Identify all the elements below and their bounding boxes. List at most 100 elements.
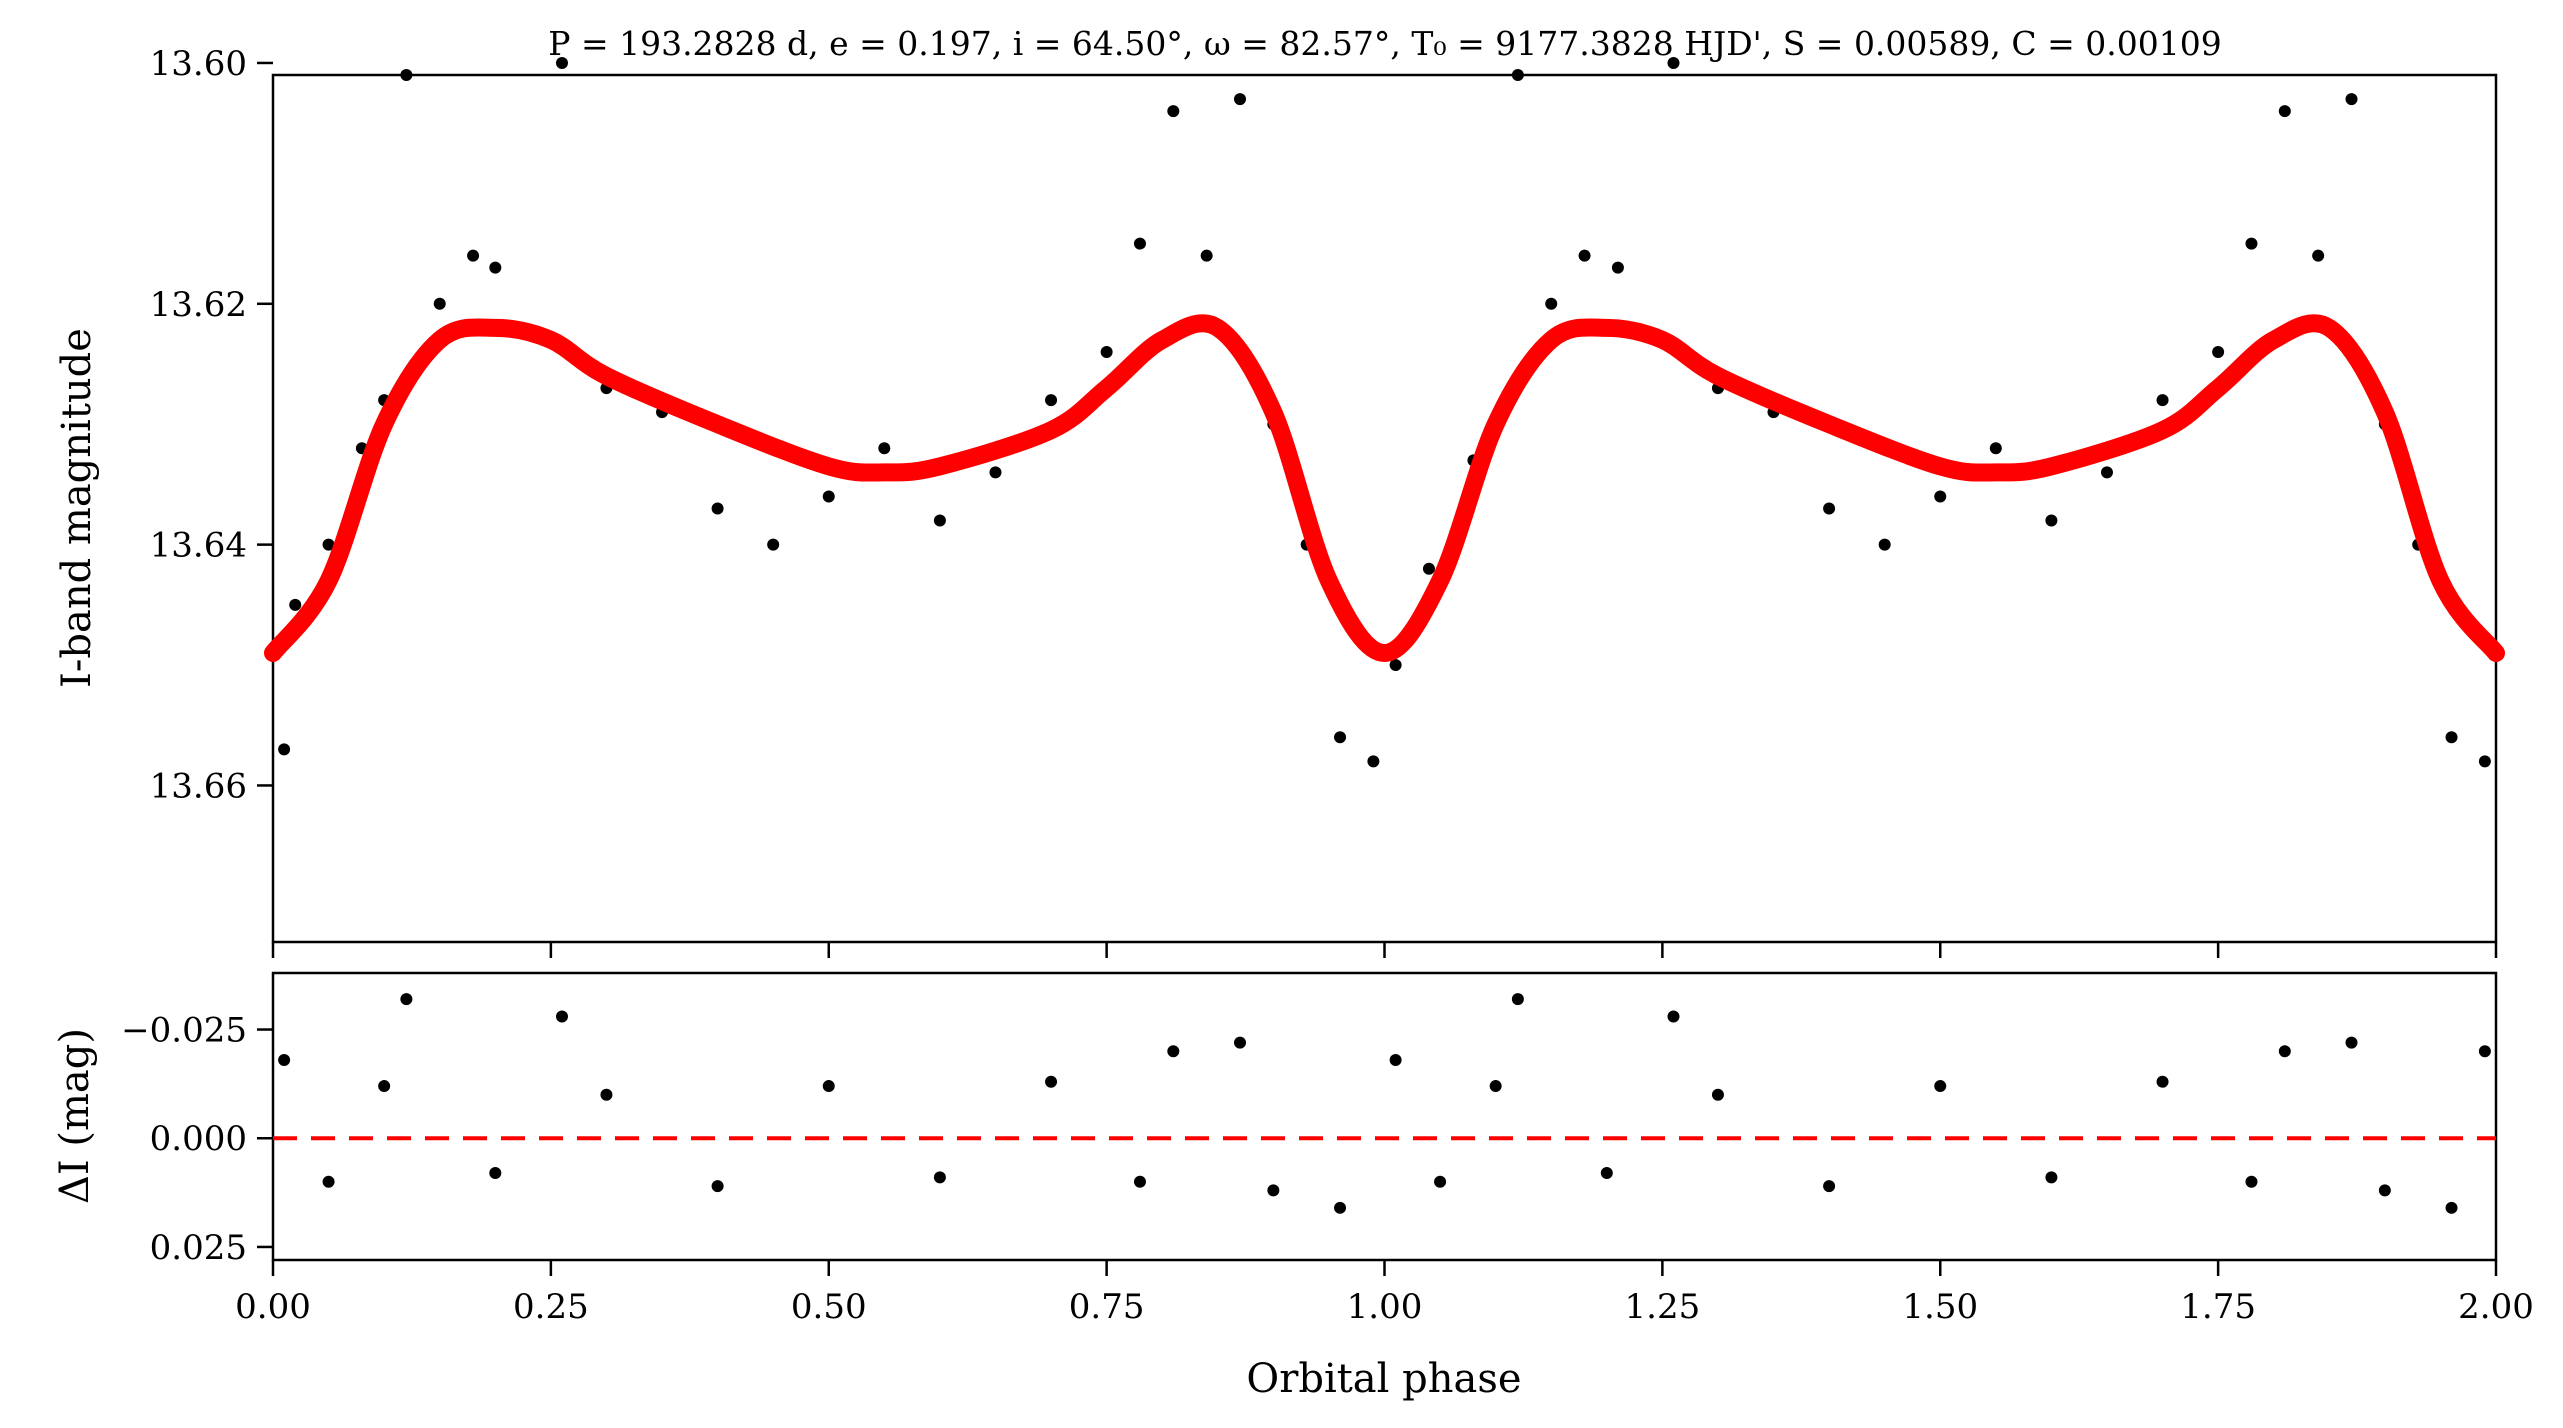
residual-point <box>1711 1088 1724 1101</box>
x-tick-label: 0.50 <box>791 1287 867 1327</box>
bottom-plot-frame <box>271 971 2498 1262</box>
residual-point <box>600 1088 613 1101</box>
y-tick-label: 13.66 <box>150 766 247 806</box>
observation-point <box>2100 466 2113 479</box>
x-tick-label: 1.75 <box>2180 1287 2256 1327</box>
chart-title: P = 193.2828 d, e = 0.197, i = 64.50°, ω… <box>548 24 2221 63</box>
bottom-residual-points <box>278 993 2491 1214</box>
observation-point <box>400 69 413 81</box>
observation-point <box>1578 249 1591 262</box>
residual-point <box>1389 1053 1402 1066</box>
y-tick-label: 0.025 <box>150 1228 247 1268</box>
observation-point <box>322 538 335 551</box>
observation-point <box>2212 345 2225 358</box>
observation-point <box>1823 502 1836 515</box>
observation-point <box>1389 659 1402 672</box>
observation-point <box>289 598 302 611</box>
top-x-ticks <box>271 942 2498 958</box>
residual-point <box>278 1053 291 1066</box>
observation-point <box>1989 442 2002 455</box>
observation-point <box>2478 755 2491 768</box>
y-tick-label: 0.000 <box>150 1119 247 1159</box>
residual-point <box>1667 1010 1680 1023</box>
observation-point <box>433 297 446 310</box>
bottom-x-ticks: 0.00 0.25 0.50 0.75 1.00 1.25 1.50 1.75 2.00 <box>235 1260 2534 1327</box>
observation-point <box>822 490 835 503</box>
observation-point <box>1878 538 1891 551</box>
observation-point <box>555 56 568 69</box>
y-tick-label: −0.025 <box>121 1011 247 1051</box>
observation-point <box>2312 249 2325 262</box>
observation-point <box>467 249 480 262</box>
top-y-ticks: 13.60 13.62 13.64 13.66 <box>150 44 273 806</box>
residual-point <box>933 1171 946 1184</box>
residual-point <box>378 1080 391 1093</box>
observation-point <box>2156 394 2169 407</box>
observation-point <box>1100 345 1113 358</box>
x-tick-label: 0.75 <box>1069 1287 1145 1327</box>
residual-point <box>1600 1167 1613 1180</box>
observation-point <box>711 502 724 515</box>
observation-point <box>2278 105 2291 118</box>
y-tick-label: 13.62 <box>150 285 247 325</box>
residual-point <box>1234 1036 1247 1049</box>
observation-point <box>1611 261 1624 274</box>
x-axis-label: Orbital phase <box>1246 1356 1521 1402</box>
observation-point <box>1334 731 1347 744</box>
bottom-panel: −0.025 0.000 0.025 0.00 0.25 0.50 0.75 1.00 1.2… <box>52 971 2534 1402</box>
observation-point <box>489 261 502 274</box>
observation-point <box>2245 237 2258 250</box>
top-y-axis-label: I-band magnitude <box>54 328 100 688</box>
observation-point <box>2345 93 2358 106</box>
residual-point <box>1267 1184 1280 1197</box>
residual-point <box>2156 1075 2169 1088</box>
observation-point <box>878 442 891 455</box>
observation-point <box>1934 490 1947 503</box>
residual-point <box>400 993 413 1006</box>
observation-point <box>278 743 291 756</box>
residual-point <box>322 1175 335 1188</box>
top-panel: 13.60 13.62 13.64 13.66 I-band magnitude <box>54 44 2505 958</box>
residual-point <box>555 1010 568 1023</box>
residual-point <box>1489 1080 1502 1093</box>
x-tick-label: 1.00 <box>1347 1287 1423 1327</box>
residual-point <box>2445 1201 2458 1214</box>
residual-point <box>2245 1175 2258 1188</box>
top-observation-points <box>278 56 2491 768</box>
residual-point <box>1133 1175 1146 1188</box>
residual-point <box>1334 1201 1347 1214</box>
residual-point <box>1167 1045 1180 1058</box>
residual-point <box>1823 1180 1836 1193</box>
residual-point <box>2378 1184 2391 1197</box>
observation-point <box>1200 249 1213 262</box>
observation-point <box>1133 237 1146 250</box>
x-tick-label: 2.00 <box>2458 1287 2534 1327</box>
residual-point <box>2045 1171 2058 1184</box>
observation-point <box>1545 297 1558 310</box>
y-tick-label: 13.64 <box>150 526 247 566</box>
residual-point <box>1045 1075 1058 1088</box>
observation-point <box>1045 394 1058 407</box>
x-tick-label: 0.25 <box>513 1287 589 1327</box>
observation-point <box>1511 69 1524 81</box>
y-tick-label: 13.60 <box>150 44 247 84</box>
x-tick-label: 0.00 <box>235 1287 311 1327</box>
observation-point <box>767 538 780 551</box>
top-plot-frame <box>271 73 2498 944</box>
residual-point <box>822 1080 835 1093</box>
observation-point <box>989 466 1002 479</box>
observation-point <box>1422 562 1435 575</box>
observation-point <box>933 514 946 527</box>
bottom-y-axis-label: ΔI (mag) <box>52 1028 98 1204</box>
model-light-curve <box>264 314 2505 662</box>
observation-point <box>1667 56 1680 69</box>
observation-point <box>2445 731 2458 744</box>
residual-point <box>1434 1175 1447 1188</box>
x-tick-label: 1.25 <box>1625 1287 1701 1327</box>
observation-point <box>2045 514 2058 527</box>
residual-point <box>2345 1036 2358 1049</box>
observation-point <box>1234 93 1247 106</box>
observation-point <box>1367 755 1380 768</box>
residual-point <box>489 1167 502 1180</box>
